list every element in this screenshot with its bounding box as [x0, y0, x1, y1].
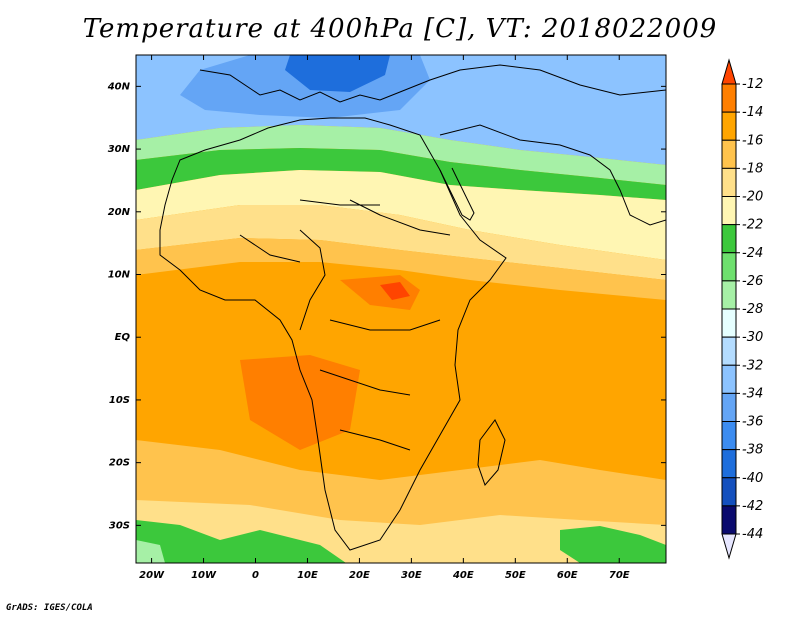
- red-sea-coastline: [439, 167, 475, 221]
- y-tick-label: 10S: [109, 395, 130, 406]
- temperature-field: [136, 55, 666, 563]
- map-title: Temperature at 400hPa [C], VT: 201802200…: [82, 14, 718, 44]
- colorbar-swatch: [721, 336, 737, 366]
- y-tick-label: EQ: [115, 332, 131, 343]
- colorbar-label: -22: [742, 218, 763, 233]
- y-tick-label: 30N: [108, 144, 131, 155]
- x-tick-label: 70E: [609, 570, 630, 581]
- colorbar-swatch: [721, 196, 737, 226]
- y-tick-label: 10N: [108, 270, 131, 281]
- colorbar-swatch: [721, 224, 737, 254]
- band-minus14-south: [240, 355, 360, 450]
- x-tick-label: 10E: [297, 570, 318, 581]
- colorbar-label: -18: [742, 161, 763, 176]
- colorbar-label: -26: [742, 274, 763, 289]
- x-tick-label: 20W: [139, 570, 165, 581]
- y-tick-label: 20S: [109, 458, 130, 469]
- coastlines: [159, 64, 666, 551]
- colorbar-swatch: [721, 392, 737, 422]
- x-tick-label: 50E: [505, 570, 526, 581]
- colorbar-label: -16: [742, 133, 763, 148]
- colorbar-label: -42: [742, 499, 763, 514]
- colorbar-label: -12: [742, 77, 763, 92]
- colorbar-label: -36: [742, 415, 763, 430]
- arabia-india-coastline: [439, 124, 666, 226]
- colorbar-label: -14: [742, 105, 763, 120]
- colorbar-label: -34: [742, 386, 763, 401]
- mediterranean-coastline: [199, 64, 666, 103]
- band-minus12-patch: [380, 282, 410, 300]
- map-frame: [135, 54, 667, 564]
- y-tick-label: 20N: [108, 207, 131, 218]
- colorbar-swatch: [721, 280, 737, 310]
- band-minus28-corner: [136, 540, 165, 563]
- colorbar-swatch: [721, 364, 737, 394]
- colorbar-label: -44: [742, 527, 763, 542]
- colorbar-swatch: [721, 139, 737, 169]
- colorbar-label: -24: [742, 246, 763, 261]
- y-axis: 40N 30N 20N 10N EQ 10S 20S 30S: [107, 81, 666, 531]
- colorbar-label: -30: [742, 330, 763, 345]
- y-tick-label: 30S: [109, 520, 130, 531]
- colorbar-swatch: [721, 308, 737, 338]
- colorbar: -12 -14 -16 -18 -20 -22 -24 -26 -28 -30 -32 -34 -36 -…: [721, 58, 763, 560]
- colorbar-swatch: [721, 111, 737, 141]
- x-tick-label: 30E: [401, 570, 422, 581]
- x-axis: 20W 10W 0 10E 20E 30E 40E 50E 60E 70E: [139, 55, 630, 581]
- colorbar-swatch: [721, 449, 737, 479]
- colorbar-bottom-arrow: [721, 533, 737, 560]
- x-tick-label: 10W: [191, 570, 217, 581]
- band-minus22: [136, 170, 666, 260]
- band-minus28: [136, 125, 666, 185]
- colorbar-label: -20: [742, 190, 763, 205]
- colorbar-label: -28: [742, 302, 763, 317]
- colorbar-swatch: [721, 167, 737, 197]
- x-tick-label: 20E: [349, 570, 370, 581]
- band-minus24-southwest: [136, 520, 346, 563]
- band-minus20: [136, 205, 666, 280]
- colorbar-top-arrow: [721, 58, 737, 85]
- x-tick-label: 60E: [557, 570, 578, 581]
- colorbar-swatch: [721, 83, 737, 113]
- africa-coastline: [159, 117, 507, 551]
- x-tick-label: 0: [252, 570, 259, 581]
- band-minus24: [136, 148, 666, 200]
- colorbar-swatch: [721, 505, 737, 535]
- y-tick-label: 40N: [107, 81, 131, 92]
- colorbar-swatch: [721, 477, 737, 507]
- colorbar-swatch: [721, 421, 737, 451]
- colorbar-label: -32: [742, 358, 763, 373]
- band-minus40: [285, 55, 390, 92]
- madagascar-coastline: [477, 419, 506, 486]
- country-borders: [239, 199, 451, 451]
- grads-credit: GrADS: IGES/COLA: [6, 603, 93, 613]
- x-tick-label: 40E: [452, 570, 474, 581]
- colorbar-swatch: [721, 252, 737, 282]
- band-minus24-southeast: [560, 526, 666, 563]
- colorbar-label: -38: [742, 443, 763, 458]
- colorbar-label: -40: [742, 471, 763, 486]
